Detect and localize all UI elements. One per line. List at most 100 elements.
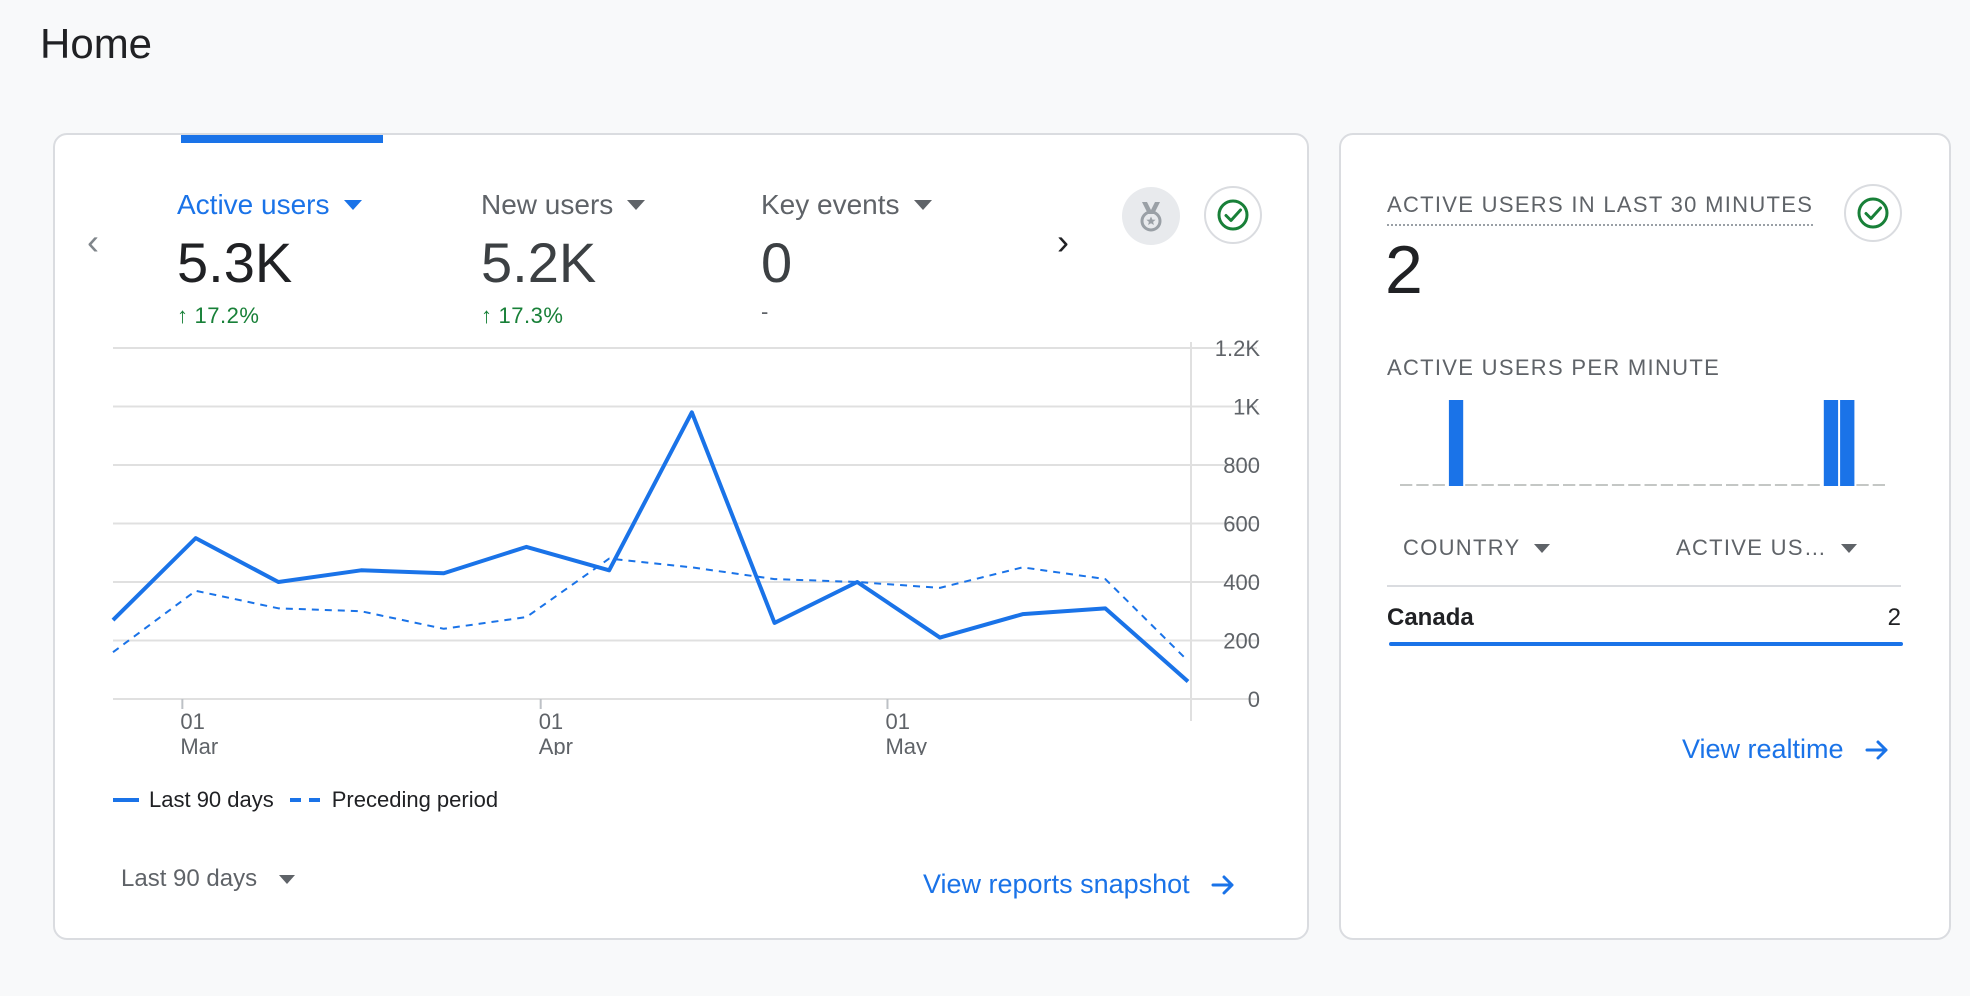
legend-swatch-dashed bbox=[289, 798, 320, 802]
metric-label: New users bbox=[481, 189, 614, 220]
table-divider bbox=[1387, 585, 1901, 587]
arrow-right-icon bbox=[1865, 740, 1888, 759]
link-label: View realtime bbox=[1682, 734, 1844, 764]
metric-dropdown[interactable]: Key events bbox=[761, 185, 932, 225]
x-tick-month: Apr bbox=[539, 734, 573, 755]
per-minute-empty-bar bbox=[1546, 484, 1559, 486]
per-minute-empty-bar bbox=[1432, 484, 1445, 486]
metric-tab-new-users[interactable]: New users 5.2K ↑ 17.3% bbox=[481, 185, 646, 329]
per-minute-empty-bar bbox=[1758, 484, 1771, 486]
realtime-value: 2 bbox=[1385, 232, 1423, 308]
per-minute-label: ACTIVE USERS PER MINUTE bbox=[1387, 355, 1721, 380]
metric-value: 0 bbox=[761, 231, 793, 294]
legend-item-preceding-period: Preceding period bbox=[289, 787, 499, 813]
caret-down-icon bbox=[627, 200, 646, 210]
per-minute-empty-bar bbox=[1677, 484, 1690, 486]
x-tick-day: 01 bbox=[180, 709, 204, 734]
chart-legend: Last 90 days Preceding period bbox=[113, 787, 514, 813]
legend-item-last-90-days: Last 90 days bbox=[113, 787, 274, 813]
metric-value: 5.3K bbox=[177, 231, 293, 294]
per-minute-empty-bar bbox=[1530, 484, 1543, 486]
per-minute-empty-bar bbox=[1709, 484, 1722, 486]
caret-down-icon bbox=[1841, 543, 1858, 553]
view-reports-snapshot-link[interactable]: View reports snapshot bbox=[923, 869, 1236, 900]
per-minute-empty-bar bbox=[1579, 484, 1592, 486]
per-minute-empty-bar bbox=[1693, 484, 1706, 486]
column-label: ACTIVE US… bbox=[1676, 535, 1828, 560]
column-label: COUNTRY bbox=[1403, 535, 1521, 560]
arrow-right-icon bbox=[1211, 875, 1234, 894]
per-minute-empty-bar bbox=[1563, 484, 1576, 486]
metric-tab-key-events[interactable]: Key events 0 - bbox=[761, 185, 932, 325]
metric-label: Key events bbox=[761, 189, 900, 220]
country-cell: Canada bbox=[1387, 604, 1474, 631]
legend-swatch-solid bbox=[113, 798, 139, 802]
view-realtime-link[interactable]: View realtime bbox=[1682, 734, 1890, 765]
metric-dropdown[interactable]: New users bbox=[481, 185, 646, 225]
per-minute-empty-bar bbox=[1742, 484, 1755, 486]
metric-change-value: 17.3% bbox=[498, 303, 564, 328]
series-line-last-90-days bbox=[111, 410, 1190, 683]
metric-change: ↑ 17.3% bbox=[481, 303, 645, 329]
x-tick-day: 01 bbox=[885, 709, 909, 734]
table-row[interactable]: Canada 2 bbox=[1387, 604, 1901, 632]
caret-down-icon bbox=[279, 874, 296, 884]
per-minute-empty-bar bbox=[1497, 484, 1511, 486]
chevron-left-icon[interactable]: ‹ bbox=[87, 221, 99, 262]
y-tick-label: 200 bbox=[1223, 629, 1260, 654]
caret-down-icon bbox=[1534, 543, 1551, 553]
metric-value: 5.2K bbox=[481, 231, 597, 294]
arrow-up-icon: ↑ bbox=[177, 303, 189, 328]
y-tick-label: 600 bbox=[1223, 512, 1260, 537]
legend-label: Last 90 days bbox=[149, 787, 274, 812]
per-minute-empty-bar bbox=[1791, 484, 1804, 486]
check-circle-icon[interactable] bbox=[1204, 186, 1262, 244]
realtime-title[interactable]: ACTIVE USERS IN LAST 30 MINUTES bbox=[1387, 192, 1814, 226]
per-minute-empty-bar bbox=[1400, 484, 1413, 486]
per-minute-bar bbox=[1840, 400, 1855, 486]
legend-label: Preceding period bbox=[331, 787, 499, 812]
caret-down-icon bbox=[913, 200, 932, 210]
per-minute-bar bbox=[1823, 400, 1839, 486]
metric-change-value: 17.2% bbox=[194, 303, 260, 328]
per-minute-empty-bar bbox=[1660, 484, 1674, 486]
per-minute-empty-bar bbox=[1726, 484, 1739, 486]
per-minute-empty-bar bbox=[1514, 484, 1527, 486]
per-minute-empty-bar bbox=[1611, 484, 1625, 486]
per-minute-empty-bar bbox=[1465, 484, 1478, 486]
metric-label: Active users bbox=[177, 189, 330, 220]
date-range-dropdown[interactable]: Last 90 days bbox=[121, 865, 296, 893]
date-range-label: Last 90 days bbox=[121, 865, 258, 892]
per-minute-empty-bar bbox=[1872, 484, 1885, 486]
metric-change: ↑ 17.2% bbox=[177, 303, 362, 329]
x-tick-month: Mar bbox=[180, 734, 218, 755]
per-minute-empty-bar bbox=[1595, 484, 1608, 486]
x-tick-month: May bbox=[885, 734, 927, 755]
metric-dropdown[interactable]: Active users bbox=[177, 185, 362, 225]
caret-down-icon bbox=[343, 200, 362, 210]
per-minute-empty-bar bbox=[1856, 484, 1869, 486]
metric-change-value: - bbox=[761, 299, 769, 324]
check-circle-icon[interactable] bbox=[1844, 184, 1902, 242]
row-proportion-bar bbox=[1389, 642, 1903, 646]
link-label: View reports snapshot bbox=[923, 869, 1190, 899]
x-tick-day: 01 bbox=[539, 709, 563, 734]
arrow-up-icon: ↑ bbox=[481, 303, 493, 328]
y-tick-label: 800 bbox=[1223, 453, 1260, 478]
per-minute-empty-bar bbox=[1416, 484, 1429, 486]
chevron-right-icon[interactable]: › bbox=[1057, 221, 1069, 262]
country-column-header[interactable]: COUNTRY bbox=[1403, 535, 1551, 561]
realtime-card bbox=[1339, 133, 1951, 940]
y-tick-label: 1.2K bbox=[1215, 336, 1261, 361]
per-minute-empty-bar bbox=[1774, 484, 1788, 486]
count-cell: 2 bbox=[1887, 604, 1901, 631]
metric-tab-active-users[interactable]: Active users 5.3K ↑ 17.2% bbox=[177, 185, 362, 329]
y-tick-label: 400 bbox=[1223, 570, 1260, 595]
page-title: Home bbox=[40, 20, 153, 67]
per-minute-empty-bar bbox=[1644, 484, 1657, 486]
per-minute-empty-bar bbox=[1628, 484, 1641, 486]
medal-icon[interactable] bbox=[1122, 187, 1180, 245]
per-minute-empty-bar bbox=[1807, 484, 1820, 486]
active-users-column-header[interactable]: ACTIVE US… bbox=[1676, 535, 1858, 561]
